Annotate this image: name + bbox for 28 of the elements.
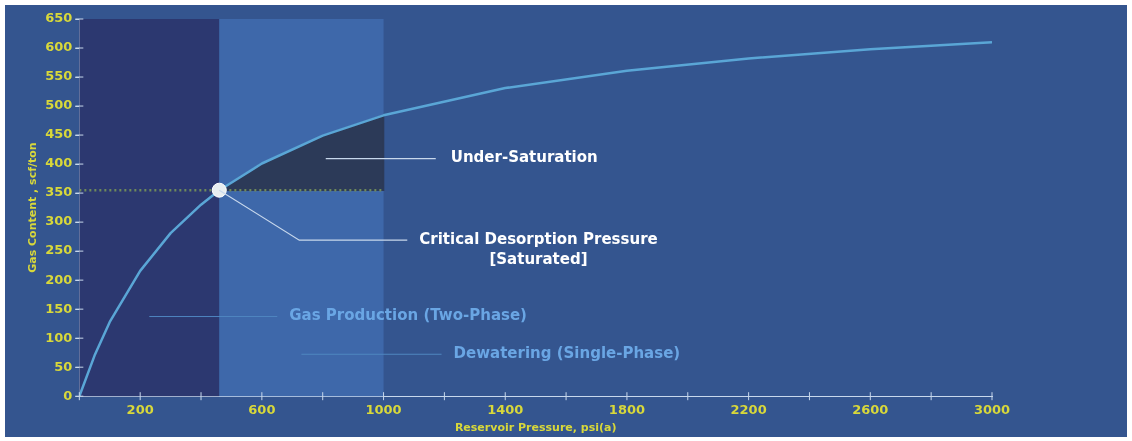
x-tick-label: 2200: [730, 402, 767, 418]
y-tick-label: 350: [45, 184, 73, 200]
y-tick-label: 300: [45, 213, 73, 229]
y-tick-label: 550: [45, 68, 73, 84]
x-tick-label: 200: [126, 402, 154, 418]
y-tick-label: 450: [45, 126, 73, 142]
x-tick-label: 3000: [973, 402, 1011, 418]
x-tick-label: 600: [248, 402, 276, 418]
band-label: Dewatering (Single-Phase): [453, 344, 681, 363]
x-tick-label: 1000: [365, 402, 402, 418]
y-tick-label: 600: [45, 39, 73, 55]
x-axis-title: Reservoir Pressure, psi(a): [454, 421, 617, 435]
x-tick-label: 1400: [487, 402, 524, 418]
x-tick-label: 2600: [852, 402, 889, 418]
x-tick-label: 1800: [608, 402, 646, 418]
y-tick-label: 200: [45, 271, 73, 287]
y-tick-label: 400: [45, 155, 73, 171]
annotation: Critical Desorption Pressure [Saturated]: [419, 230, 658, 269]
annotation: Under-Saturation: [450, 148, 598, 167]
y-axis-title: Gas Content , scf/ton: [26, 142, 40, 273]
y-tick-label: 650: [45, 10, 73, 26]
y-tick-label: 250: [45, 242, 73, 258]
y-tick-label: 500: [45, 97, 73, 113]
y-tick-label: 100: [45, 329, 73, 345]
y-tick-label: 0: [63, 387, 73, 403]
y-tick-label: 150: [45, 300, 73, 316]
y-tick-label: 50: [54, 358, 73, 374]
band-label: Gas Production (Two-Phase): [289, 306, 527, 325]
